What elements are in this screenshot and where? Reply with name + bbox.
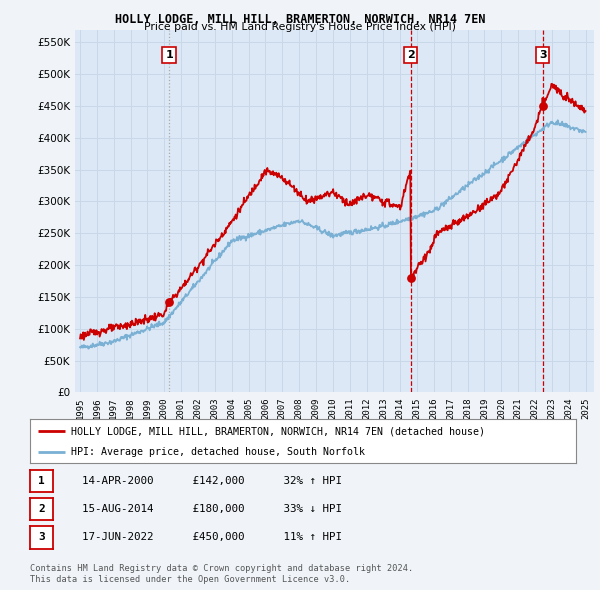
Text: 15-AUG-2014      £180,000      33% ↓ HPI: 15-AUG-2014 £180,000 33% ↓ HPI [69,504,342,514]
Text: HOLLY LODGE, MILL HILL, BRAMERTON, NORWICH, NR14 7EN (detached house): HOLLY LODGE, MILL HILL, BRAMERTON, NORWI… [71,427,485,436]
Text: 14-APR-2000      £142,000      32% ↑ HPI: 14-APR-2000 £142,000 32% ↑ HPI [69,476,342,486]
Text: 1: 1 [165,50,173,60]
Point [406,273,415,283]
Text: HPI: Average price, detached house, South Norfolk: HPI: Average price, detached house, Sout… [71,447,365,457]
Text: 3: 3 [539,50,547,60]
Text: 1: 1 [38,476,45,486]
Text: 2: 2 [38,504,45,514]
Point [164,297,174,307]
Text: 3: 3 [38,533,45,542]
Text: Contains HM Land Registry data © Crown copyright and database right 2024.: Contains HM Land Registry data © Crown c… [30,564,413,573]
Text: HOLLY LODGE, MILL HILL, BRAMERTON, NORWICH, NR14 7EN: HOLLY LODGE, MILL HILL, BRAMERTON, NORWI… [115,13,485,26]
Text: Price paid vs. HM Land Registry's House Price Index (HPI): Price paid vs. HM Land Registry's House … [144,22,456,32]
Point [538,101,548,110]
Text: This data is licensed under the Open Government Licence v3.0.: This data is licensed under the Open Gov… [30,575,350,584]
Text: 17-JUN-2022      £450,000      11% ↑ HPI: 17-JUN-2022 £450,000 11% ↑ HPI [69,533,342,542]
Text: 2: 2 [407,50,415,60]
